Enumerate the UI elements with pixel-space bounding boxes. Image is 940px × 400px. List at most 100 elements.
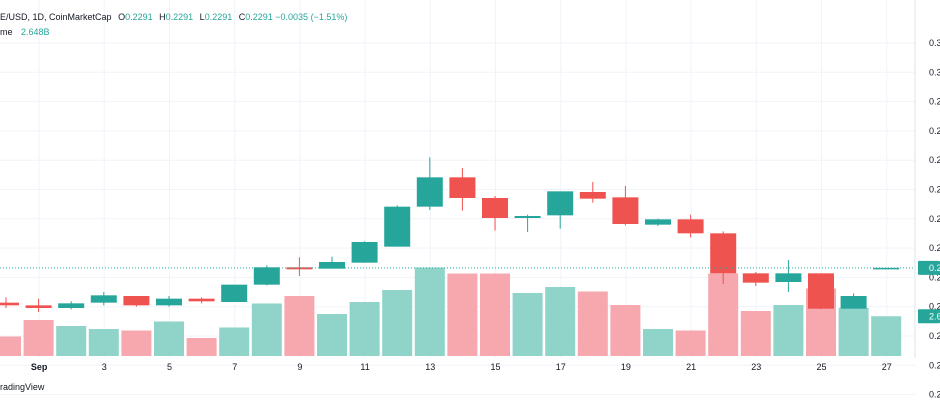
candle-body — [547, 191, 574, 216]
candle[interactable] — [253, 265, 280, 286]
volume-bar — [773, 305, 804, 356]
price-tick-label: 0.2 — [929, 390, 940, 400]
candle[interactable] — [808, 273, 834, 310]
candle[interactable] — [25, 298, 52, 313]
candle[interactable] — [0, 297, 19, 309]
candle-body — [123, 296, 150, 306]
candle-body — [0, 302, 19, 306]
low-key: L — [199, 12, 205, 22]
volume-bar — [349, 302, 380, 356]
candle-body — [253, 267, 280, 285]
close-value: 0.2291 — [245, 12, 273, 22]
volume-bar — [56, 326, 87, 356]
close-key: C — [238, 12, 246, 22]
candles[interactable] — [0, 157, 900, 313]
candle[interactable] — [710, 231, 737, 285]
candle[interactable] — [514, 214, 541, 233]
candle[interactable] — [482, 196, 508, 231]
candle-body — [742, 273, 769, 283]
candle-body — [645, 219, 671, 225]
time-tick-label: 9 — [297, 362, 302, 372]
candle[interactable] — [90, 292, 117, 306]
volume-bar — [317, 314, 347, 356]
price-tick-label: 0.2 — [929, 214, 940, 224]
volume-bar — [251, 303, 282, 356]
candle[interactable] — [677, 214, 704, 238]
candle[interactable] — [156, 296, 182, 307]
candle[interactable] — [319, 256, 345, 269]
time-tick-label: 25 — [816, 362, 826, 372]
price-tick-label: 0.2 — [929, 97, 940, 107]
candle[interactable] — [416, 157, 443, 211]
candle[interactable] — [384, 205, 411, 247]
last-price-tag: 0.2 — [918, 260, 940, 275]
volume-bar — [0, 336, 21, 356]
high-key: H — [159, 12, 166, 22]
candle-body — [612, 197, 639, 225]
candle-body — [351, 242, 378, 263]
candle[interactable] — [645, 218, 671, 227]
price-tick-label: 0.2 — [929, 185, 940, 195]
candle[interactable] — [873, 267, 900, 270]
symbol-label[interactable]: E/USD, 1D, CoinMarketCap — [0, 12, 112, 22]
time-tick-label: 11 — [360, 362, 369, 372]
candle-body — [58, 303, 85, 309]
last-volume-tag: 2.6 — [918, 309, 940, 324]
time-tick-label: 17 — [556, 362, 566, 372]
volume-bar — [23, 320, 54, 356]
candle-body — [449, 177, 476, 199]
candle-body — [319, 262, 345, 269]
candle[interactable] — [286, 257, 313, 277]
candle[interactable] — [188, 297, 215, 304]
candle-body — [775, 273, 802, 283]
candle[interactable] — [58, 301, 85, 310]
volume-value: 2.648B — [21, 27, 50, 37]
volume-bar — [675, 330, 706, 356]
candle-body — [808, 273, 834, 309]
volume-bars — [0, 267, 902, 356]
volume-bar — [382, 290, 413, 356]
high-value: 0.2291 — [165, 12, 194, 22]
chart-legend: E/USD, 1D, CoinMarketCap O0.2291 H0.2291… — [0, 10, 347, 40]
volume-bar — [447, 273, 478, 356]
volume-bar — [219, 327, 250, 356]
volume-bar — [284, 296, 315, 356]
candle-body — [25, 305, 52, 309]
candle-body — [482, 198, 508, 219]
candle[interactable] — [742, 272, 769, 287]
time-axis[interactable]: Sep 3 5 7 9 11 13 15 17 19 21 23 25 27 — [31, 362, 892, 372]
candle[interactable] — [351, 241, 378, 263]
candle[interactable] — [775, 260, 802, 293]
candle[interactable] — [449, 168, 476, 211]
price-tick-label: 0.2 — [929, 272, 940, 282]
last-price-tag-label: 0.2 — [929, 263, 940, 273]
candle[interactable] — [840, 293, 867, 309]
candle-body — [384, 206, 411, 247]
candle[interactable] — [123, 296, 150, 307]
candle[interactable] — [221, 284, 248, 303]
candle[interactable] — [579, 182, 606, 203]
price-tick-label: 0.3 — [929, 67, 940, 77]
candle[interactable] — [612, 186, 639, 226]
price-tick-label: 0.3 — [929, 38, 940, 48]
volume-bar — [871, 316, 902, 356]
volume-bar — [414, 267, 445, 356]
candle-body — [840, 296, 867, 309]
price-tick-label: 0.2 — [929, 302, 940, 312]
time-tick-label: 3 — [102, 362, 107, 372]
volume-key[interactable]: me — [0, 27, 13, 37]
volume-bar — [154, 321, 184, 356]
volume-bar — [577, 291, 608, 356]
price-tick-label: 0.2 — [929, 360, 940, 370]
candle-body — [286, 267, 313, 270]
last-volume-tag-label: 2.6 — [929, 311, 940, 321]
candle[interactable] — [547, 191, 574, 229]
time-tick-label: Sep — [31, 362, 48, 372]
price-axis[interactable]: 0.30.30.20.20.20.20.20.20.20.20.20.20.2 — [929, 38, 940, 400]
open-key: O — [118, 12, 126, 22]
volume-bar — [480, 273, 510, 356]
time-tick-label: 7 — [232, 362, 237, 372]
volume-bar — [545, 287, 576, 356]
tradingview-attribution[interactable]: radingView — [0, 382, 45, 392]
